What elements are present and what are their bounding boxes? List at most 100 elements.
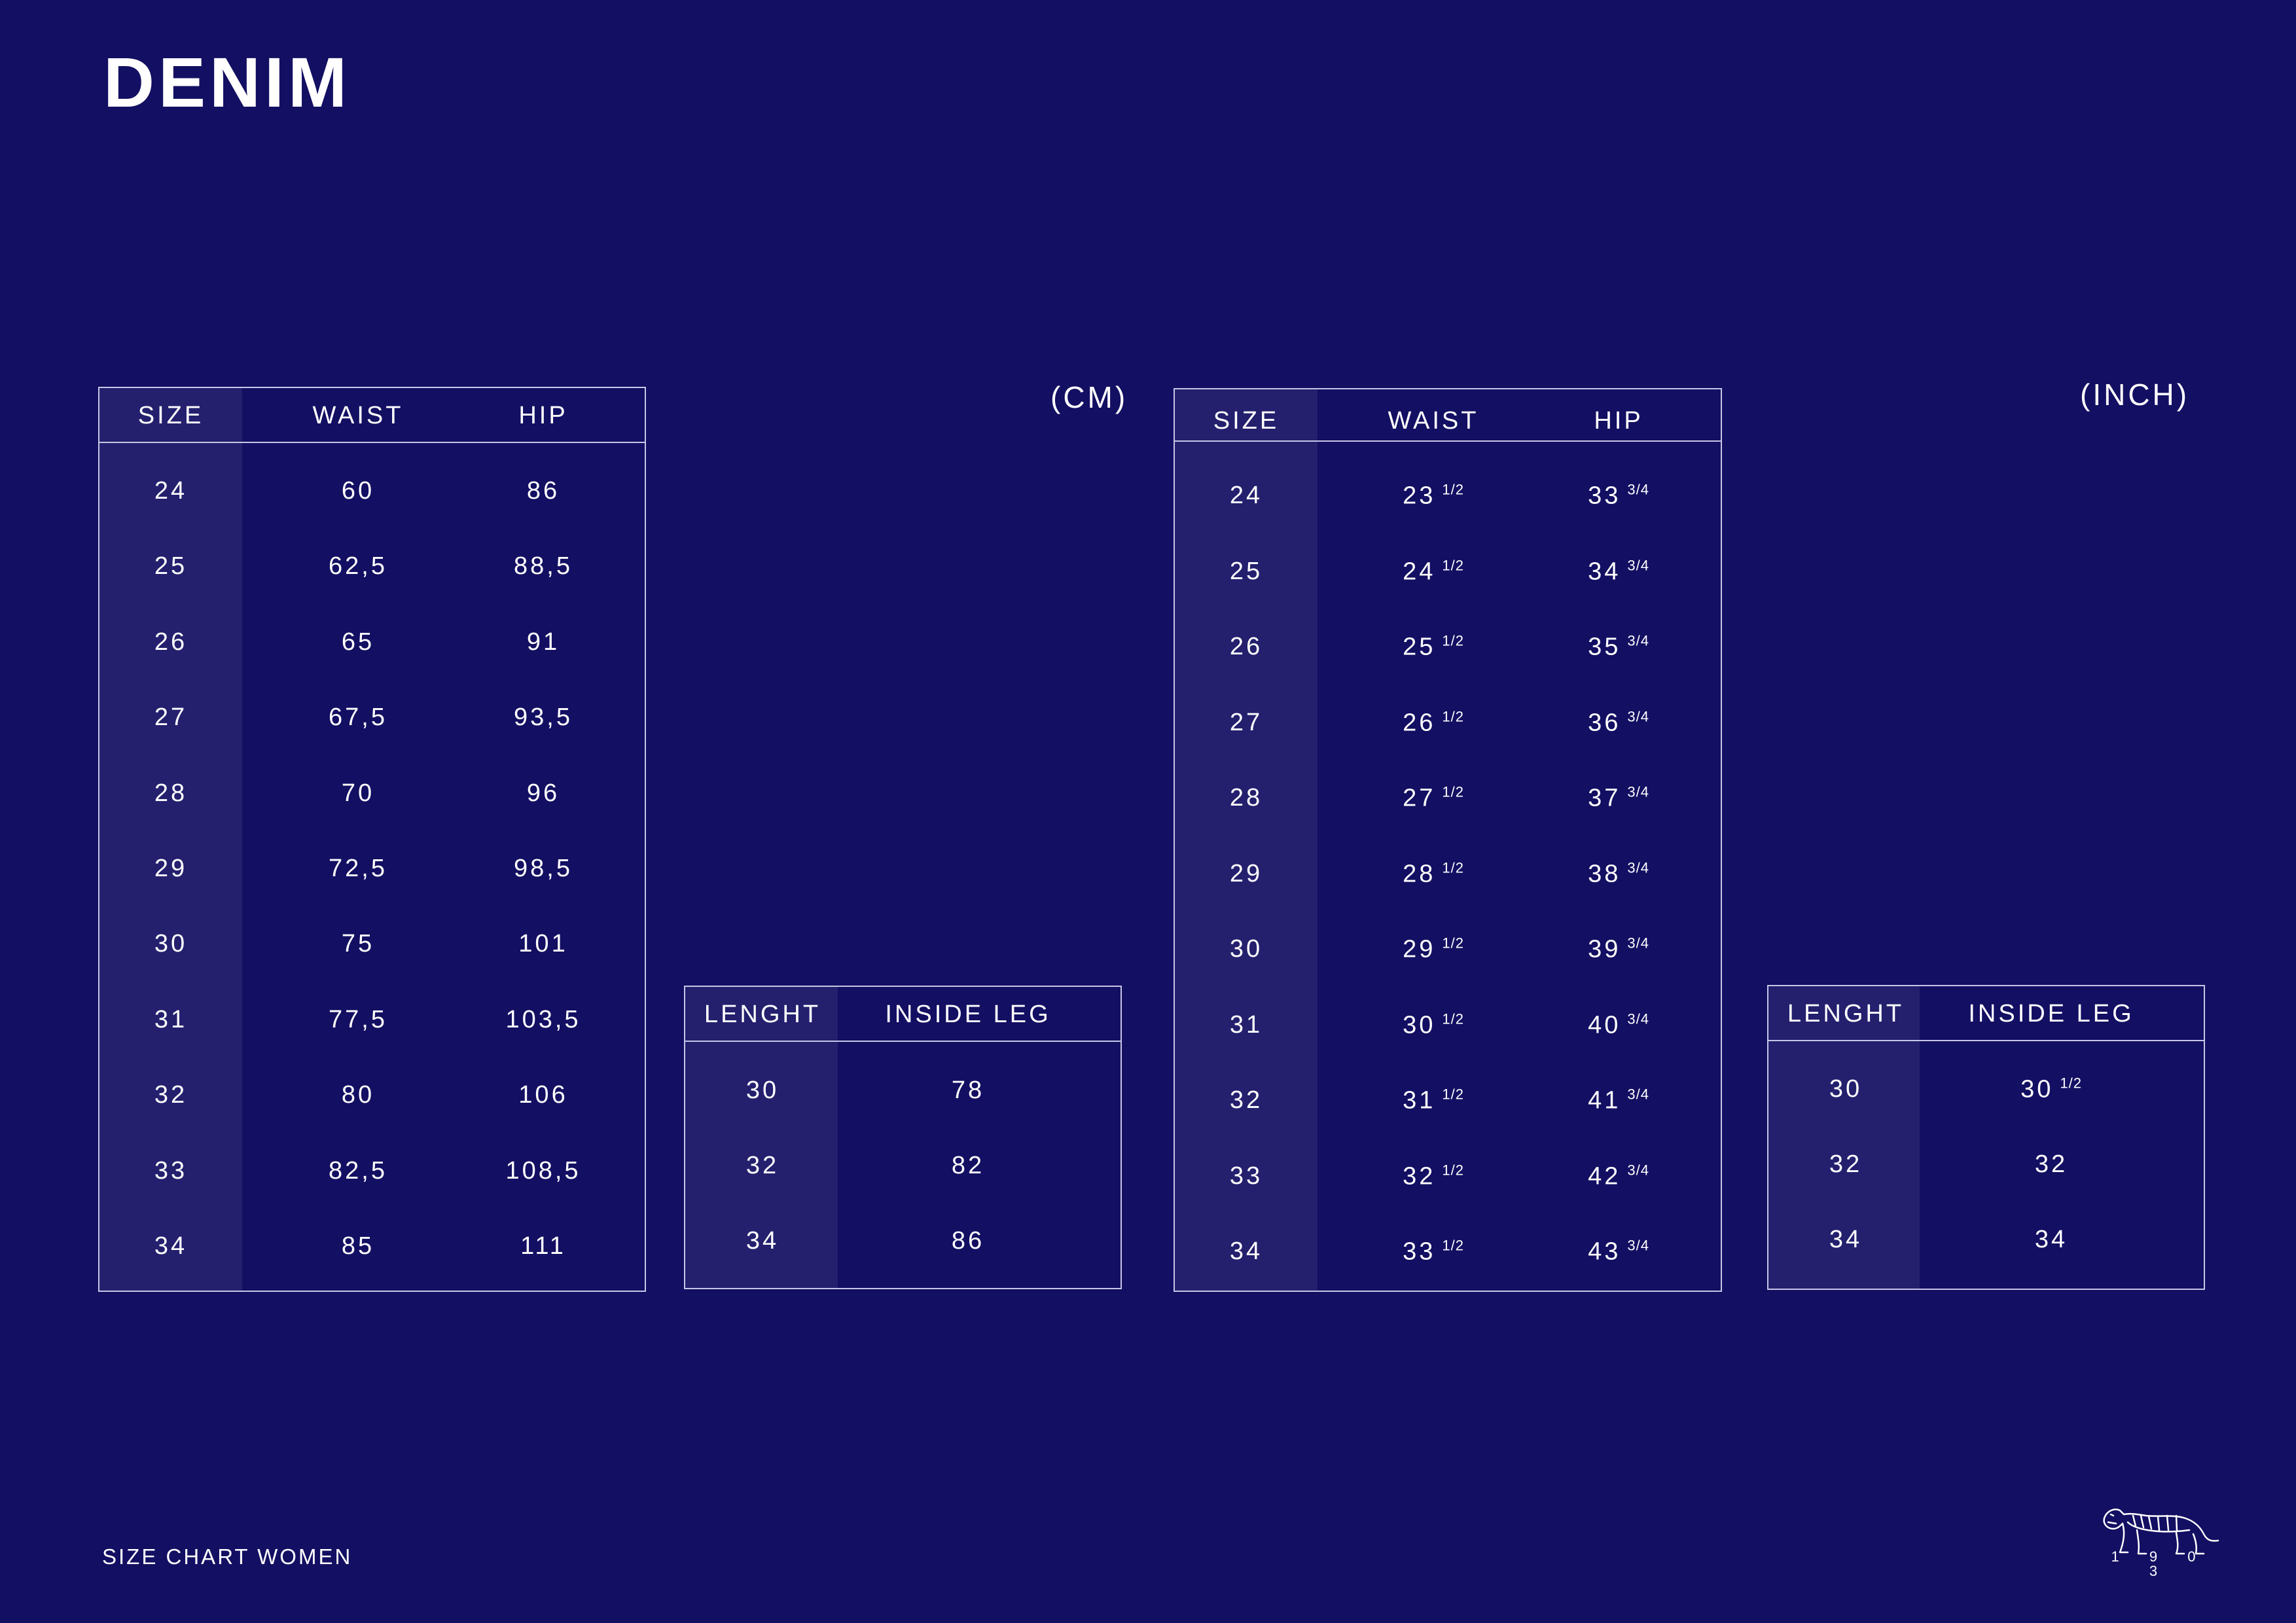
table-cell-size: 25: [154, 552, 188, 580]
column-header-inside-leg: INSIDE LEG: [1968, 1000, 2134, 1027]
cell-value: 36: [1588, 709, 1621, 736]
table-cell-hip: 103,5: [505, 1005, 581, 1033]
table-cell-hip: 34 3/4: [1588, 558, 1649, 584]
column-header-waist: WAIST: [312, 402, 404, 429]
logo-year: 1 9 0 3: [2111, 1548, 2209, 1579]
table-cell-waist: 28 1/2: [1403, 860, 1464, 887]
cell-value: 32: [1403, 1162, 1436, 1190]
cell-value: 39: [1588, 935, 1621, 963]
table-cell-size: 30: [1230, 936, 1263, 961]
cell-fraction: 1/2: [2060, 1075, 2082, 1092]
table-cell-waist: 27 1/2: [1403, 785, 1464, 811]
cell-value: 32: [1829, 1150, 1863, 1178]
cell-value: 40: [1588, 1011, 1621, 1039]
table-cell-size: 27: [1230, 710, 1263, 735]
table-cell-length: 34: [745, 1227, 780, 1255]
cell-value: 26: [1229, 633, 1263, 660]
table-cell-waist: 26 1/2: [1403, 709, 1464, 736]
table-cell-hip: 36 3/4: [1588, 708, 1649, 736]
table-cell-waist: 31 1/2: [1403, 1086, 1464, 1115]
cell-value: 24: [1403, 558, 1436, 585]
table-cell-inside-leg: 82: [951, 1152, 985, 1179]
table-cell-waist: 29 1/2: [1403, 936, 1464, 962]
table-header: [1768, 986, 2204, 1041]
cell-fraction: 1/2: [1442, 1010, 1464, 1027]
cell-value: 34: [1229, 1238, 1263, 1265]
table-cell-hip: 42 3/4: [1588, 1162, 1649, 1189]
table-cell-hip: 108,5: [505, 1156, 581, 1185]
column-header-inside-leg: INSIDE LEG: [885, 1001, 1051, 1028]
column-header-length: LENGHT: [704, 1001, 821, 1028]
table-cell-size: 30: [154, 930, 188, 958]
cell-fraction: 3/4: [1627, 1086, 1649, 1103]
table-cell-hip: 111: [520, 1232, 566, 1260]
table-cell-waist: 80: [341, 1081, 375, 1109]
table-cell-hip: 41 3/4: [1588, 1086, 1649, 1115]
table-cell-hip: 37 3/4: [1588, 785, 1649, 811]
unit-label-inch: (INCH): [2080, 378, 2190, 412]
cell-value: 33: [1229, 1162, 1263, 1190]
cell-value: 24: [1229, 482, 1263, 509]
cell-fraction: 3/4: [1627, 632, 1649, 649]
table-cell-inside-leg: 78: [951, 1077, 985, 1104]
cell-value: 28: [1403, 860, 1436, 887]
cell-fraction: 3/4: [1627, 1237, 1649, 1254]
column-header-length: LENGHT: [1787, 1000, 1905, 1027]
cell-value: 31: [1229, 1010, 1263, 1039]
cell-value: 31: [1403, 1086, 1436, 1115]
cell-fraction: 3/4: [1627, 1010, 1649, 1027]
cell-value: 26: [1403, 709, 1436, 736]
cell-value: 43: [1588, 1238, 1621, 1266]
table-cell-size: 29: [154, 855, 188, 882]
table-cell-waist: 70: [341, 779, 375, 807]
table-cell-inside-leg: 86: [951, 1227, 985, 1255]
table-cell-waist: 60: [341, 477, 375, 505]
table-cell-inside-leg: 34: [2035, 1227, 2068, 1252]
cell-fraction: 1/2: [1442, 783, 1464, 800]
cell-value: 25: [1403, 633, 1436, 661]
table-cell-waist: 72,5: [329, 855, 387, 882]
table-header: [685, 987, 1121, 1042]
cell-value: 41: [1588, 1086, 1621, 1115]
size-table-inch: SIZE WAIST HIP 24 23 1/2 33 3/4 25 24 1/2 34 3/4 26 25…: [1174, 388, 1722, 1292]
cell-value: 33: [1403, 1238, 1436, 1266]
table-cell-waist: 65: [341, 628, 375, 656]
cell-fraction: 3/4: [1627, 1162, 1649, 1178]
cell-fraction: 1/2: [1442, 481, 1464, 498]
length-table-inch: LENGHT INSIDE LEG 30 30 1/2 32 32 34 34: [1767, 985, 2205, 1290]
table-cell-hip: 43 3/4: [1588, 1237, 1649, 1266]
cell-fraction: 3/4: [1627, 708, 1649, 724]
table-cell-length: 32: [745, 1152, 780, 1179]
table-cell-size: 33: [154, 1156, 188, 1185]
table-cell-hip: 39 3/4: [1588, 936, 1649, 962]
table-cell-inside-leg: 32: [2035, 1152, 2068, 1177]
table-cell-waist: 23 1/2: [1403, 481, 1464, 508]
table-cell-length: 34: [1829, 1227, 1862, 1252]
table-cell-size: 27: [154, 704, 188, 732]
table-cell-waist: 67,5: [329, 704, 387, 732]
cell-fraction: 1/2: [1442, 632, 1464, 649]
table-cell-hip: 38 3/4: [1588, 859, 1649, 887]
table-cell-size: 26: [1230, 634, 1263, 659]
cell-value: 29: [1403, 935, 1436, 963]
size-column-shading: [99, 388, 242, 1291]
table-cell-hip: 33 3/4: [1588, 482, 1649, 508]
cell-value: 30: [1403, 1011, 1436, 1039]
cell-fraction: 1/2: [1442, 1237, 1464, 1254]
cell-value: 34: [1588, 558, 1621, 585]
table-cell-size: 32: [154, 1081, 188, 1109]
table-cell-size: 24: [1230, 483, 1263, 508]
cell-value: 30: [1829, 1075, 1863, 1103]
table-cell-size: 32: [1230, 1088, 1263, 1113]
cell-value: 38: [1588, 860, 1621, 887]
size-table-cm: SIZE WAIST HIP 24 60 86 25 62,5 88,5 26 65 91 27 67,5…: [98, 387, 646, 1292]
table-cell-waist: 25 1/2: [1403, 632, 1464, 661]
table-header: [1175, 389, 1721, 442]
cell-value: 27: [1229, 708, 1263, 736]
table-cell-hip: 98,5: [514, 855, 573, 882]
cell-fraction: 3/4: [1627, 859, 1649, 876]
table-cell-hip: 106: [518, 1081, 568, 1109]
table-cell-size: 31: [154, 1005, 188, 1033]
table-cell-size: 24: [154, 477, 188, 505]
table-cell-hip: 40 3/4: [1588, 1010, 1649, 1039]
